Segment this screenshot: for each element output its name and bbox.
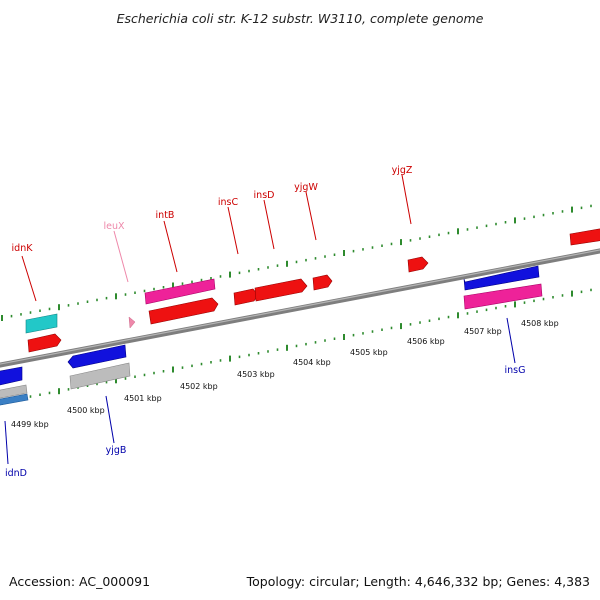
gene-insc-block[interactable] [233,288,259,306]
gene-label-intb[interactable]: intB [156,210,175,221]
ruler-label: 4505 kbp [350,348,388,357]
gene-callouts [4,174,516,465]
map-title: Escherichia coli str. K-12 substr. W3110… [117,11,484,26]
gene-label-yjgb[interactable]: yjgB [106,445,127,456]
gene-yjgw-block[interactable] [312,274,333,291]
ruler-label: 4504 kbp [293,358,331,367]
ruler-label: 4499 kbp [11,420,49,429]
gene-intb-block[interactable] [144,278,216,305]
ruler-labels: 4499 kbp 4500 kbp 4501 kbp 4502 kbp 4503… [11,319,559,429]
ruler-label: 4506 kbp [407,337,445,346]
ruler-label: 4508 kbp [521,319,559,328]
bottom-tick-row [1,288,592,405]
gene-yjgz-block[interactable] [407,256,429,273]
gene-right-edge-block[interactable] [569,228,600,246]
gene-label-leux[interactable]: leuX [103,221,125,232]
gene-idnk-block[interactable] [25,313,58,334]
gene-label-insc[interactable]: insC [218,197,239,208]
accession-text: Accession: AC_000091 [9,574,151,589]
gene-insg-lower-block[interactable] [463,283,543,310]
gene-insd-block[interactable] [254,278,308,302]
gene-yjgb-gray-block[interactable] [69,362,131,390]
gene-idnk-lower-block[interactable] [27,333,62,353]
ruler-label: 4503 kbp [237,370,275,379]
ruler-label: 4507 kbp [464,327,502,336]
top-tick-row [1,204,592,321]
ruler-label: 4500 kbp [67,406,105,415]
gene-label-idnd[interactable]: idnD [5,468,27,479]
ruler-label: 4502 kbp [180,382,218,391]
gene-labels: idnK leuX intB insC insD yjgW yjgZ idnD … [5,165,526,479]
topology-text: Topology: circular; Length: 4,646,332 bp… [246,574,590,589]
gene-label-yjgz[interactable]: yjgZ [392,165,413,176]
gene-idnd-gray-block[interactable] [0,384,28,399]
gene-idnd-blue-block[interactable] [0,366,23,386]
gene-label-insd[interactable]: insD [254,190,275,201]
gene-label-idnk[interactable]: idnK [12,243,34,254]
genome-backbone [0,248,600,368]
gene-label-insg[interactable]: insG [505,365,526,376]
gene-idnd-steel-block[interactable] [0,393,29,406]
genome-backbone-highlight [0,249,600,365]
ruler-label: 4501 kbp [124,394,162,403]
gene-blocks [0,228,600,406]
trna-leux-block[interactable] [128,316,136,329]
gene-yjgb-block[interactable] [67,344,127,369]
gene-label-yjgw[interactable]: yjgW [294,182,318,193]
gene-intb-lower-block[interactable] [148,297,219,325]
gene-insg-upper-block[interactable] [463,265,540,291]
